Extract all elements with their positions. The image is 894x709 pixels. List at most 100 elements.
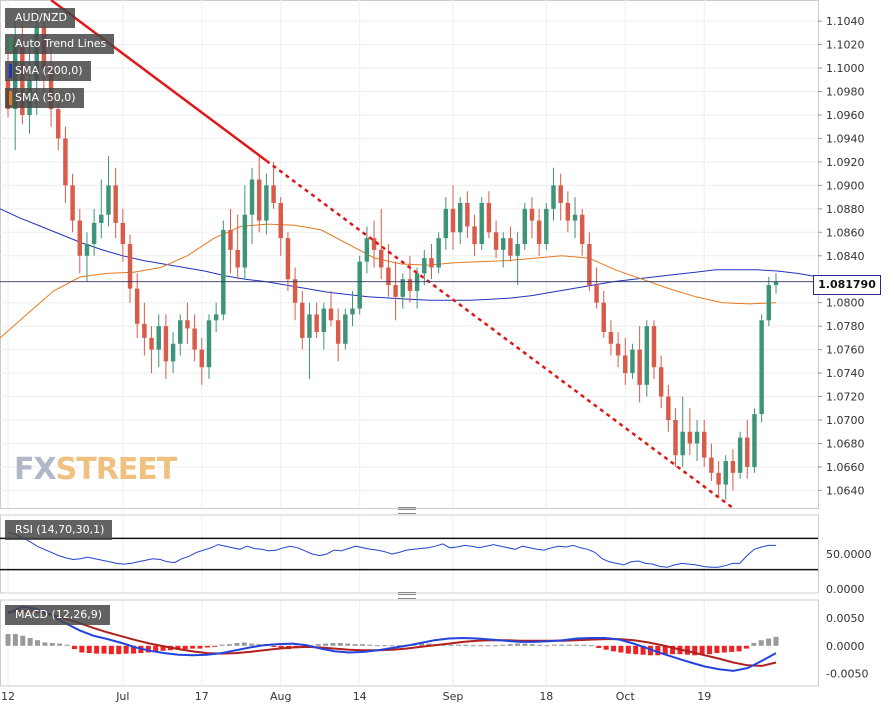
macd-histogram-bar [507, 644, 513, 646]
candle-body [63, 138, 68, 186]
candle-body [120, 222, 126, 245]
candle-body [206, 320, 212, 368]
macd-histogram-bar [374, 645, 380, 647]
macd-histogram-bar [758, 640, 764, 646]
macd-histogram-bar [478, 645, 484, 647]
candle-body [91, 222, 97, 245]
y-tick-label: 1.0960 [826, 109, 865, 122]
candle-body [335, 320, 341, 344]
macd-histogram-bar [492, 645, 498, 647]
macd-histogram-bar [212, 645, 218, 647]
macd-histogram-bar [382, 645, 388, 647]
candle-body [486, 202, 492, 233]
candle-body [292, 279, 298, 303]
macd-histogram-bar [603, 645, 609, 650]
candle-body [737, 437, 743, 473]
y-tick-label: 1.0840 [826, 250, 865, 263]
legend-instrument[interactable]: AUD/NZD [5, 8, 75, 28]
legend-sma200[interactable]: SMA (200,0) [5, 61, 91, 81]
candle-body [594, 285, 599, 303]
macd-histogram-bar [611, 645, 617, 652]
legend-trend-lines[interactable]: Auto Trend Lines [5, 34, 115, 54]
macd-histogram-bar [86, 645, 92, 654]
macd-histogram-bar [419, 643, 425, 646]
candle-body [249, 179, 255, 215]
candle-body [407, 279, 413, 291]
candle-body [56, 109, 61, 139]
macd-histogram-bar [721, 645, 727, 653]
macd-histogram-bar [596, 645, 602, 649]
macd-histogram-bar [175, 645, 181, 650]
macd-histogram-bar [271, 645, 277, 647]
candle-body [149, 337, 154, 350]
candle-body [651, 326, 657, 368]
candle-body [472, 226, 477, 245]
candle-body [508, 238, 513, 256]
macd-histogram-bar [359, 644, 365, 646]
trend-swatch-icon [9, 37, 12, 51]
last-price-tag: 1.081790 [813, 275, 881, 295]
candle-body [178, 320, 183, 344]
candle-body [680, 431, 685, 456]
candle-body [192, 328, 197, 350]
macd-histogram-bar [182, 645, 188, 650]
macd-histogram-bar [42, 642, 48, 646]
macd-histogram-bar [581, 644, 587, 646]
sma50-swatch-icon [9, 91, 12, 105]
y-tick-label: 1.0920 [826, 156, 865, 169]
macd-histogram-bar [662, 645, 668, 655]
candle-body [271, 185, 276, 203]
macd-histogram-bar [588, 645, 594, 647]
trend-lines-label: Auto Trend Lines [15, 37, 107, 50]
macd-histogram-bar [241, 642, 247, 646]
macd-histogram-bar [330, 643, 336, 646]
candle-body [70, 185, 75, 221]
y-tick-label: 1.0880 [826, 203, 865, 216]
macd-histogram-bar [647, 645, 653, 656]
macd-histogram-bar [278, 645, 284, 649]
candle-body [608, 332, 614, 344]
x-tick-label: 17 [195, 690, 209, 703]
macd-histogram-bar [123, 645, 129, 654]
rsi-pane [0, 514, 819, 594]
sma200-label: SMA (200,0) [15, 64, 83, 77]
macd-histogram-bar [64, 644, 70, 646]
pane-resize-handle-rsi[interactable] [398, 507, 416, 514]
macd-histogram-bar [485, 645, 491, 647]
x-tick-label: 19 [697, 690, 711, 703]
pane-resize-handle-macd[interactable] [398, 592, 416, 599]
candle-body [400, 279, 405, 297]
macd-histogram-bar [699, 645, 705, 655]
rsi-y-tick-label: 0.0000 [826, 583, 865, 596]
candle-body [379, 249, 384, 268]
candle-body [615, 343, 621, 356]
candle-body [113, 185, 118, 223]
candle-body [501, 238, 506, 250]
macd-y-tick-label: 0.0000 [826, 640, 865, 653]
candle-body [364, 238, 370, 262]
macd-histogram-bar [766, 638, 772, 646]
candle-body [450, 208, 456, 233]
macd-histogram-bar [116, 645, 122, 655]
legend-macd[interactable]: MACD (12,26,9) [5, 605, 111, 625]
candle-body [579, 214, 585, 245]
candle-body [479, 202, 484, 245]
macd-histogram-bar [515, 643, 521, 646]
legend-sma50[interactable]: SMA (50,0) [5, 88, 84, 108]
candle-body [630, 349, 635, 374]
sma200-swatch-icon [9, 64, 12, 78]
macd-histogram-bar [743, 645, 749, 649]
x-tick-label: Jul [115, 690, 129, 703]
candle-body [558, 185, 563, 203]
candle-body [422, 258, 427, 274]
macd-histogram-bar [20, 635, 26, 646]
instrument-label: AUD/NZD [15, 11, 67, 24]
macd-histogram-bar [522, 643, 528, 646]
candle-body [752, 414, 757, 467]
candle-body [134, 288, 140, 324]
candle-body [163, 326, 169, 362]
candle-body [623, 355, 628, 374]
macd-histogram-bar [367, 644, 373, 646]
candle-body [156, 326, 161, 350]
legend-rsi[interactable]: RSI (14,70,30,1) [5, 520, 113, 540]
